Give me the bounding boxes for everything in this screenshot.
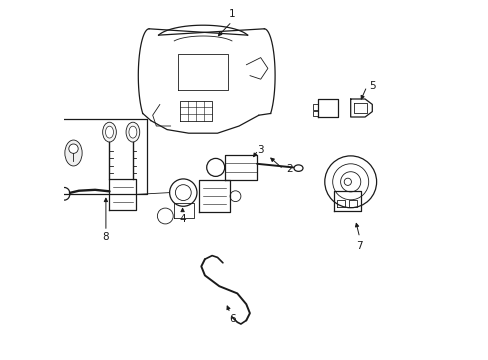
Ellipse shape xyxy=(65,140,82,166)
Ellipse shape xyxy=(129,126,137,138)
Ellipse shape xyxy=(293,165,303,171)
Ellipse shape xyxy=(126,122,140,142)
Text: 4: 4 xyxy=(179,214,185,224)
Circle shape xyxy=(69,144,78,153)
Text: 5: 5 xyxy=(368,81,375,91)
Text: 2: 2 xyxy=(285,164,292,174)
Text: 1: 1 xyxy=(228,9,235,19)
Text: 6: 6 xyxy=(229,314,236,324)
Ellipse shape xyxy=(59,188,70,200)
Ellipse shape xyxy=(102,122,116,142)
Text: 7: 7 xyxy=(356,240,362,251)
Ellipse shape xyxy=(105,126,113,138)
Circle shape xyxy=(344,178,351,185)
Text: 8: 8 xyxy=(102,232,109,242)
Text: 3: 3 xyxy=(257,145,264,155)
